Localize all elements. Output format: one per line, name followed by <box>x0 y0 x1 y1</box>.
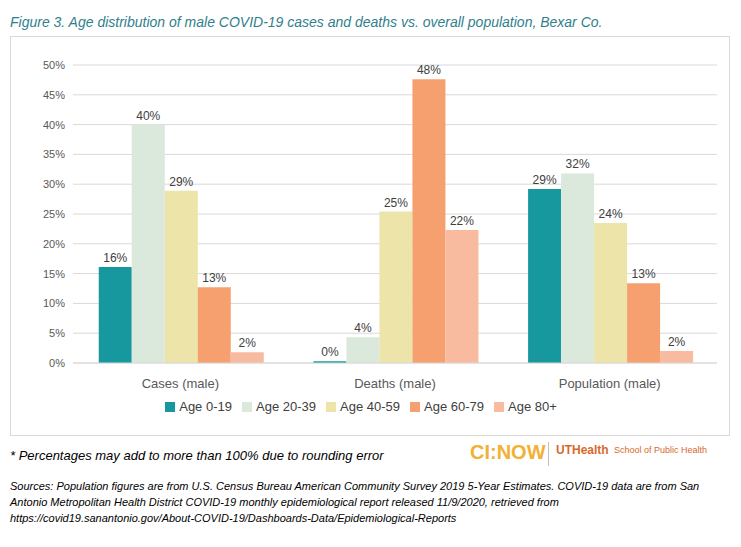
svg-text:4%: 4% <box>354 321 372 335</box>
svg-text:25%: 25% <box>384 196 408 210</box>
svg-text:2%: 2% <box>668 335 686 349</box>
html-text:UTHealth: UTHealth <box>556 443 609 457</box>
svg-text:10%: 10% <box>43 297 65 309</box>
html-text:Age 80+: Age 80+ <box>508 399 557 414</box>
svg-text:40%: 40% <box>43 119 65 131</box>
svg-text:0%: 0% <box>49 357 65 369</box>
html-text:Age 0-19: Age 0-19 <box>179 399 232 414</box>
svg-text:50%: 50% <box>43 59 65 71</box>
svg-text:32%: 32% <box>566 157 590 171</box>
svg-text:15%: 15% <box>43 268 65 280</box>
svg-text:29%: 29% <box>533 173 557 187</box>
html-text:School of Public Health: School of Public Health <box>614 445 708 455</box>
svg-text:Cases (male): Cases (male) <box>142 376 219 391</box>
svg-text:Population (male): Population (male) <box>559 376 661 391</box>
svg-text:0%: 0% <box>321 345 339 359</box>
svg-text:5%: 5% <box>49 327 65 339</box>
svg-text:35%: 35% <box>43 148 65 160</box>
html-text:Figure 3. Age distribution of: Figure 3. Age distribution of male COVID… <box>10 14 603 30</box>
svg-text:45%: 45% <box>43 89 65 101</box>
svg-text:24%: 24% <box>599 207 623 221</box>
svg-text:40%: 40% <box>136 109 160 123</box>
html-text:Age 60-79: Age 60-79 <box>424 399 484 414</box>
svg-text:13%: 13% <box>632 267 656 281</box>
svg-text:2%: 2% <box>239 336 257 350</box>
html-text:Sources: Population figures ar: Sources: Population figures are from U.S… <box>10 480 700 524</box>
svg-text:25%: 25% <box>43 208 65 220</box>
svg-text:48%: 48% <box>417 63 441 77</box>
svg-text:13%: 13% <box>202 271 226 285</box>
svg-text:30%: 30% <box>43 178 65 190</box>
html-text:Age 40-59: Age 40-59 <box>340 399 400 414</box>
html-text:* Percentages may add to more: * Percentages may add to more than 100% … <box>10 448 384 463</box>
svg-text:22%: 22% <box>450 214 474 228</box>
svg-text:29%: 29% <box>169 175 193 189</box>
html-text:Age 20-39: Age 20-39 <box>256 399 316 414</box>
html-text:CI:NOW: CI:NOW <box>470 441 546 463</box>
svg-text:20%: 20% <box>43 238 65 250</box>
svg-text:Deaths (male): Deaths (male) <box>354 376 436 391</box>
svg-text:16%: 16% <box>103 251 127 265</box>
